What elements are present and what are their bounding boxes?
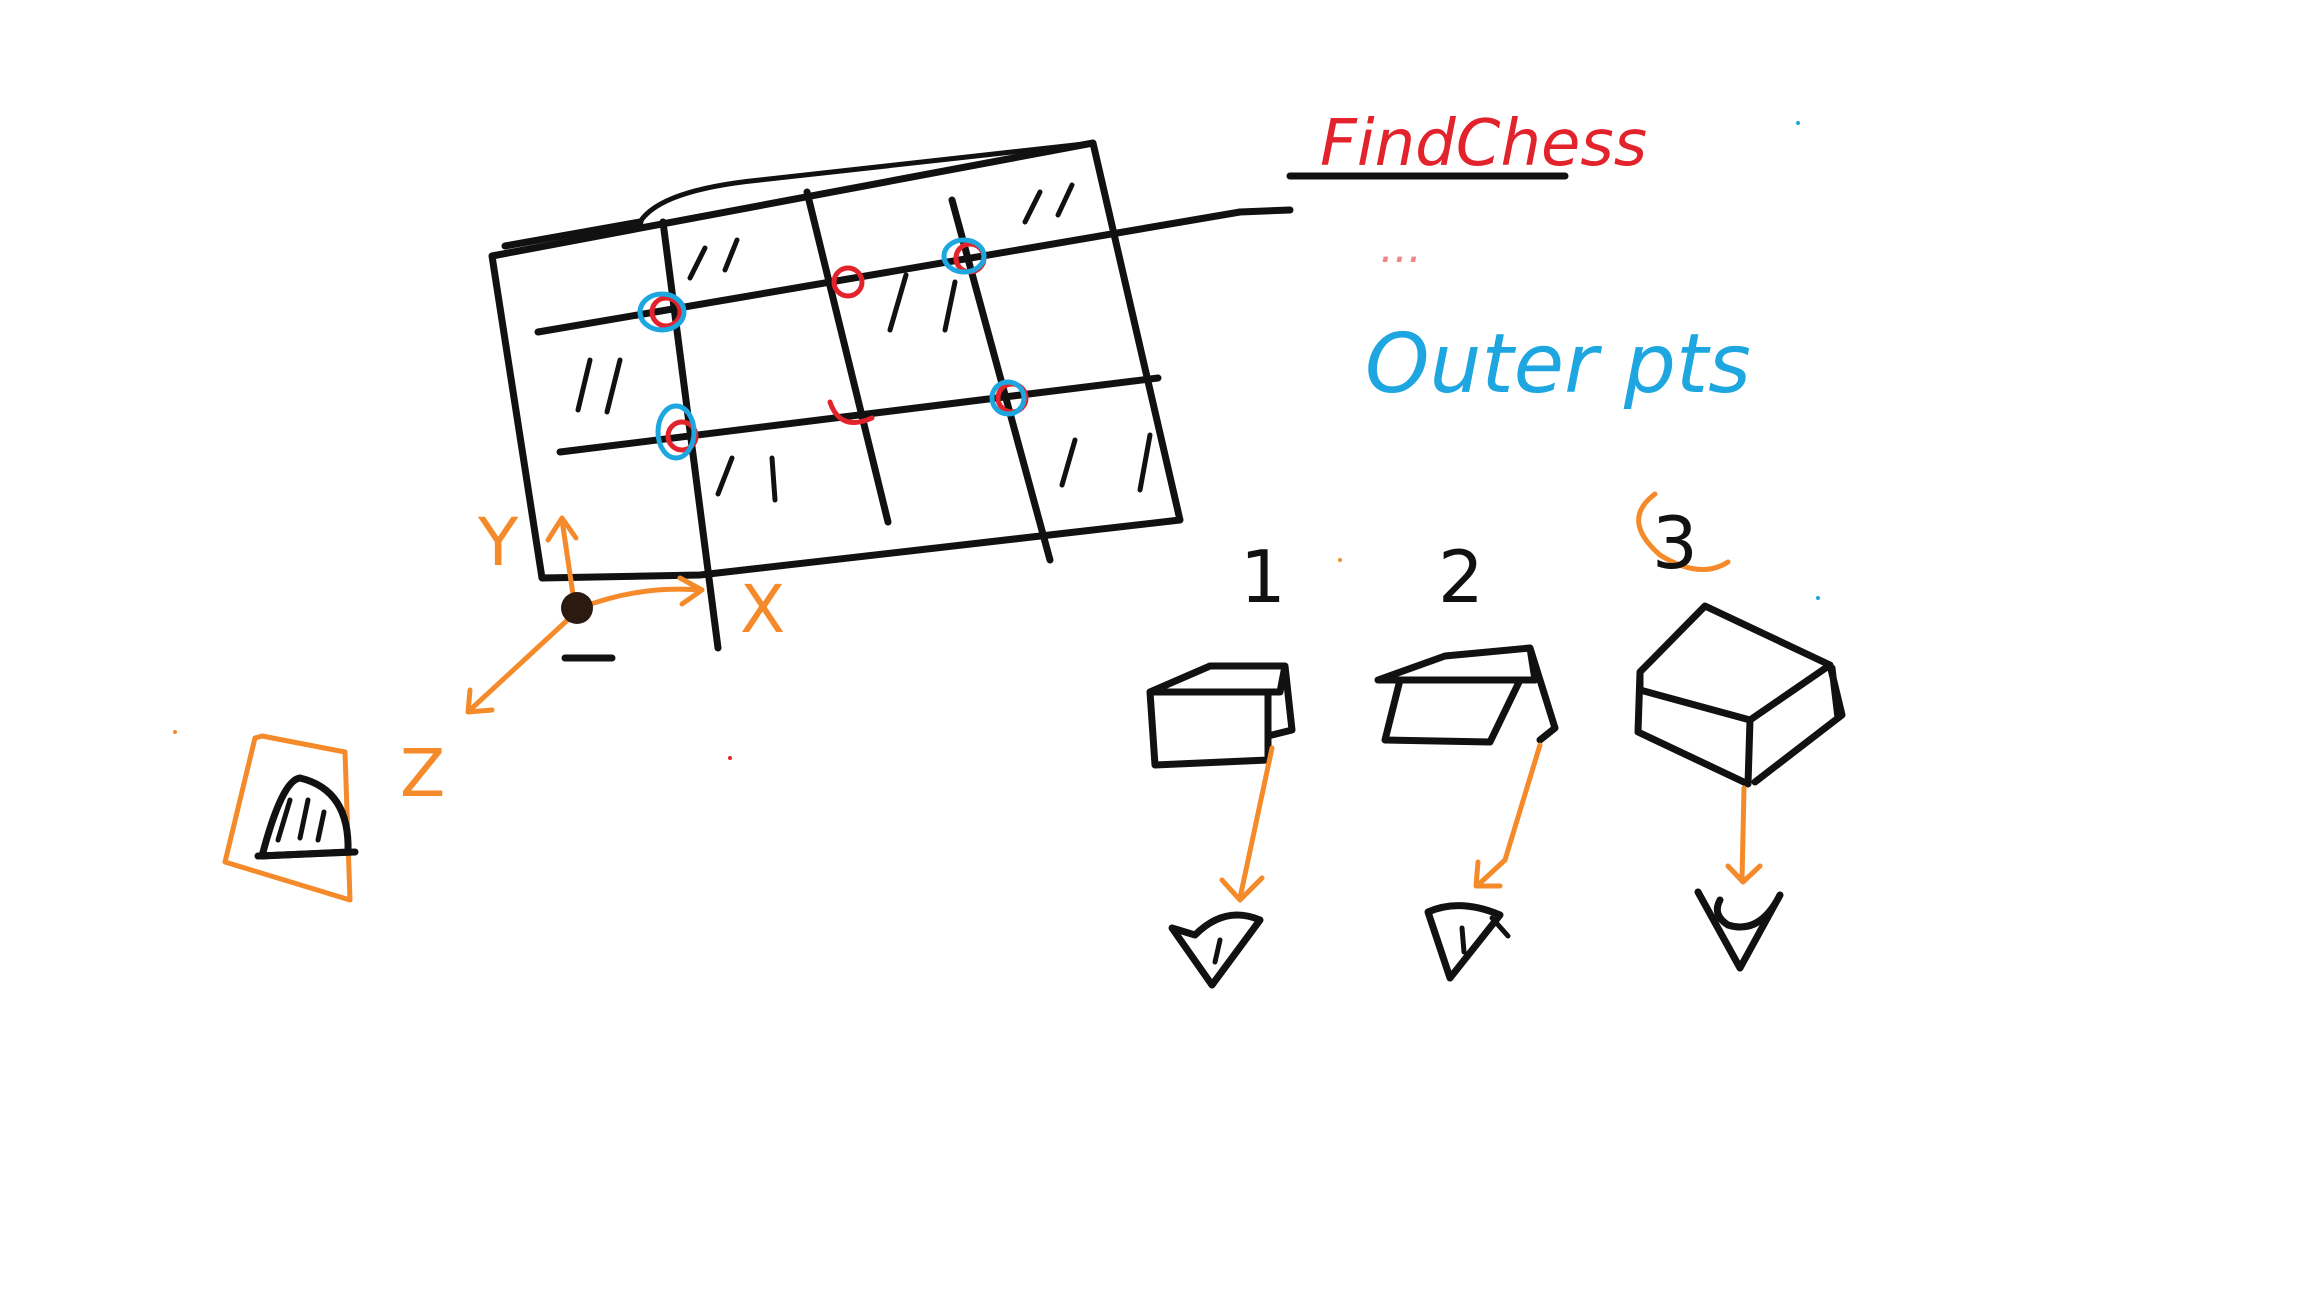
camera-hatch: [275, 797, 293, 843]
stray-ink-specks: [173, 121, 1820, 760]
eye-icon: [1694, 888, 1784, 972]
camera-eye-shape: [258, 774, 352, 860]
red-corner-marker: [827, 399, 875, 425]
coordinate-axes: Y X Z: [400, 504, 785, 812]
outer-points-label: Outer pts: [1365, 317, 1751, 412]
view-1-arrow: [1219, 745, 1275, 903]
grid-col-line: [659, 218, 722, 652]
eye-hatch: [1459, 925, 1467, 955]
chessboard-top-bevel: [637, 140, 1096, 225]
blue-corner-marker: [637, 291, 687, 333]
eye-icon: [1168, 911, 1264, 989]
camera-hatch: [297, 797, 311, 841]
pointer-line: [1236, 206, 1294, 216]
z-axis-label: Z: [400, 735, 445, 812]
camera-hatch: [315, 809, 327, 843]
grid-row-line: [534, 208, 1244, 336]
blue-corner-marker: [941, 237, 987, 275]
chessboard: [488, 139, 1244, 652]
view-2-label: 2: [1438, 535, 1484, 619]
z-axis-arrow: [465, 611, 577, 715]
eye-hatch: [1489, 915, 1511, 939]
red-corner-marker: [649, 295, 683, 329]
x-axis-label: X: [740, 571, 785, 648]
view-3-arrow: [1725, 785, 1763, 885]
y-axis-label: Y: [477, 504, 519, 581]
eye-hatch: [1212, 937, 1223, 965]
find-chess-label: FindChess: [1320, 107, 1647, 181]
camera-view-2: 2: [1374, 535, 1559, 982]
camera-view-1: 1: [1146, 535, 1296, 989]
view-1-label: 1: [1240, 535, 1286, 619]
camera-base: [254, 848, 359, 860]
view-2-arrow: [1473, 742, 1543, 889]
annotations: FindChess ... Outer pts: [1236, 107, 1751, 412]
x-axis-arrow: [577, 575, 705, 611]
outer-point-corners: [637, 237, 1027, 461]
red-corner-marker: [831, 265, 865, 299]
grid-col-line: [803, 188, 892, 526]
blue-corner-marker: [989, 379, 1027, 417]
camera-frame: [222, 733, 353, 903]
camera-view-sequence: 1 2 3: [1146, 491, 1846, 989]
grid-col-line: [948, 196, 1054, 564]
chessboard-outline: [488, 139, 1184, 582]
view-2-box: [1374, 644, 1559, 746]
origin-point-icon: [561, 592, 593, 624]
find-chess-subtitle: ...: [1380, 222, 1422, 273]
view-3-label-circle: [1636, 491, 1731, 573]
dark-square-hatching: [575, 182, 1153, 503]
camera-view-3: 3: [1634, 491, 1846, 972]
view-3-label: 3: [1652, 501, 1698, 585]
eye-icon: [1424, 902, 1504, 982]
blue-corner-marker: [655, 403, 697, 461]
view-1-box: [1146, 662, 1296, 769]
camera-icon: [222, 733, 359, 903]
chessboard-top-edge-shading: [501, 218, 644, 250]
view-3-box: [1634, 602, 1846, 788]
